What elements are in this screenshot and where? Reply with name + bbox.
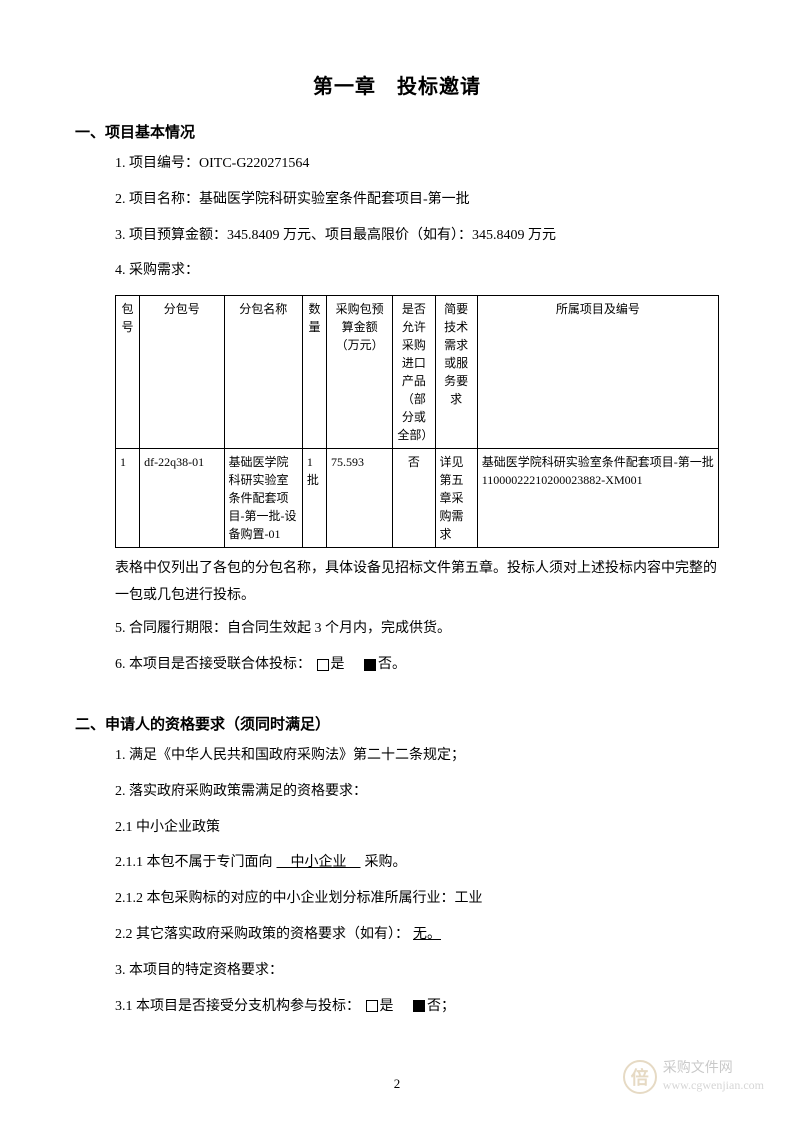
th-import: 是否允许采购进口产品（部分或全部） bbox=[393, 296, 435, 449]
qual-31-yes: 是 bbox=[380, 999, 394, 1014]
table-note: 表格中仅列出了各包的分包名称，具体设备见招标文件第五章。投标人须对上述投标内容中… bbox=[115, 556, 719, 609]
td-quantity: 1批 bbox=[302, 449, 326, 548]
qual-item2: 2. 落实政府采购政策需满足的资格要求： bbox=[115, 780, 719, 804]
td-tech-req: 详见第五章采购需求 bbox=[435, 449, 477, 548]
th-project-ref: 所属项目及编号 bbox=[477, 296, 718, 449]
th-sub-package-no: 分包号 bbox=[140, 296, 224, 449]
qual-211-suffix: 采购。 bbox=[365, 855, 407, 870]
qual-211-underline: 中小企业 bbox=[273, 855, 365, 870]
watermark: 倍 采购文件网 www.cgwenjian.com bbox=[623, 1060, 764, 1094]
td-package-no: 1 bbox=[116, 449, 140, 548]
table-header-row: 包号 分包号 分包名称 数量 采购包预算金额（万元） 是否允许采购进口产品（部分… bbox=[116, 296, 719, 449]
watermark-icon: 倍 bbox=[623, 1060, 657, 1094]
checkbox-yes-icon bbox=[317, 659, 329, 671]
watermark-text: 采购文件网 www.cgwenjian.com bbox=[663, 1060, 764, 1094]
qual-item31: 3.1 本项目是否接受分支机构参与投标： 是 否； bbox=[115, 995, 719, 1019]
qual-item211: 2.1.1 本包不属于专门面向 中小企业 采购。 bbox=[115, 851, 719, 875]
item-project-number: 1. 项目编号：OITC-G220271564 bbox=[115, 152, 719, 176]
note-content: 表格中仅列出了各包的分包名称，具体设备见招标文件第五章。投标人须对上述投标内容中… bbox=[115, 561, 717, 603]
qual-item212: 2.1.2 本包采购标的对应的中小企业划分标准所属行业：工业 bbox=[115, 887, 719, 911]
checkbox-yes-icon bbox=[366, 1000, 378, 1012]
td-sub-package-name: 基础医学院科研实验室条件配套项目-第一批-设备购置-01 bbox=[224, 449, 302, 548]
qual-211-prefix: 2.1.1 本包不属于专门面向 bbox=[115, 855, 273, 870]
qual-item1: 1. 满足《中华人民共和国政府采购法》第二十二条规定； bbox=[115, 744, 719, 768]
checkbox-no-filled-icon bbox=[364, 659, 376, 671]
qual-item21: 2.1 中小企业政策 bbox=[115, 816, 719, 840]
td-import: 否 bbox=[393, 449, 435, 548]
item-contract-period: 5. 合同履行期限：自合同生效起 3 个月内，完成供货。 bbox=[115, 617, 719, 641]
td-budget: 75.593 bbox=[327, 449, 393, 548]
td-sub-package-no: df-22q38-01 bbox=[140, 449, 224, 548]
th-quantity: 数量 bbox=[302, 296, 326, 449]
table-row: 1 df-22q38-01 基础医学院科研实验室条件配套项目-第一批-设备购置-… bbox=[116, 449, 719, 548]
item-consortium: 6. 本项目是否接受联合体投标： 是 否。 bbox=[115, 653, 719, 677]
qual-22-prefix: 2.2 其它落实政府采购政策的资格要求（如有）： bbox=[115, 927, 409, 942]
watermark-top: 采购文件网 bbox=[663, 1060, 764, 1078]
item-procurement: 4. 采购需求： bbox=[115, 259, 719, 283]
item-budget: 3. 项目预算金额：345.8409 万元、项目最高限价（如有）：345.840… bbox=[115, 224, 719, 248]
th-budget: 采购包预算金额（万元） bbox=[327, 296, 393, 449]
th-package-no: 包号 bbox=[116, 296, 140, 449]
qual-31-no: 否； bbox=[427, 999, 455, 1014]
th-sub-package-name: 分包名称 bbox=[224, 296, 302, 449]
consortium-prefix: 6. 本项目是否接受联合体投标： bbox=[115, 657, 311, 672]
procurement-table-container: 包号 分包号 分包名称 数量 采购包预算金额（万元） 是否允许采购进口产品（部分… bbox=[115, 295, 719, 548]
consortium-no: 否。 bbox=[378, 657, 406, 672]
qual-item3: 3. 本项目的特定资格要求： bbox=[115, 959, 719, 983]
qual-item22: 2.2 其它落实政府采购政策的资格要求（如有）：无。 bbox=[115, 923, 719, 947]
checkbox-no-filled-icon bbox=[413, 1000, 425, 1012]
chapter-title: 第一章 投标邀请 bbox=[75, 70, 719, 99]
td-project-ref: 基础医学院科研实验室条件配套项目-第一批11000022210200023882… bbox=[477, 449, 718, 548]
th-tech-req: 简要技术需求或服务要求 bbox=[435, 296, 477, 449]
consortium-yes: 是 bbox=[331, 657, 345, 672]
watermark-bottom: www.cgwenjian.com bbox=[663, 1078, 764, 1094]
procurement-table: 包号 分包号 分包名称 数量 采购包预算金额（万元） 是否允许采购进口产品（部分… bbox=[115, 295, 719, 548]
qual-22-underline: 无。 bbox=[409, 927, 445, 942]
qual-31-prefix: 3.1 本项目是否接受分支机构参与投标： bbox=[115, 999, 360, 1014]
item-project-name: 2. 项目名称：基础医学院科研实验室条件配套项目-第一批 bbox=[115, 188, 719, 212]
section2-header: 二、申请人的资格要求（须同时满足） bbox=[75, 713, 719, 734]
section1-header: 一、项目基本情况 bbox=[75, 121, 719, 142]
